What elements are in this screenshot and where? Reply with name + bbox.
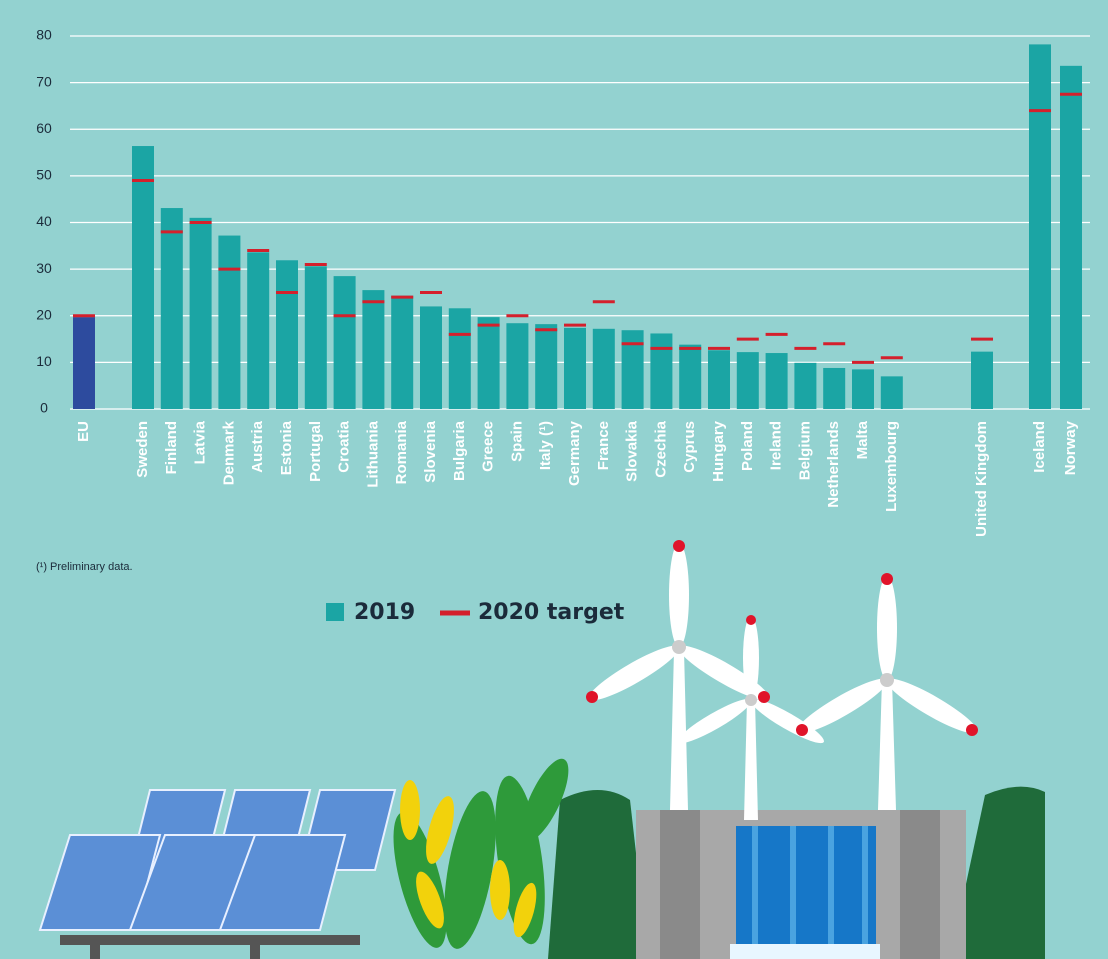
bar [420, 306, 442, 409]
bar [218, 235, 241, 409]
bar [247, 252, 270, 409]
x-tick-label: Finland [163, 421, 180, 474]
x-tick-label: Poland [739, 421, 756, 471]
bar [132, 146, 154, 409]
bar [160, 208, 183, 409]
y-tick-label: 30 [36, 260, 52, 276]
y-tick-label: 80 [36, 27, 52, 43]
y-tick-label: 50 [36, 167, 52, 183]
x-tick-label: Slovenia [422, 420, 439, 482]
x-tick-label: France [595, 421, 612, 470]
bar [852, 369, 874, 409]
bar [535, 324, 558, 409]
footnote: (¹) Preliminary data. [36, 561, 133, 573]
x-tick-label: Lithuania [364, 420, 381, 487]
x-tick-label: Romania [393, 420, 410, 484]
bar [736, 352, 759, 409]
bar [794, 362, 817, 409]
bar [276, 260, 298, 409]
x-tick-label: Denmark [220, 420, 237, 485]
x-tick-label: Iceland [1031, 421, 1048, 473]
bar [1060, 65, 1082, 409]
x-tick-label: Ireland [768, 421, 785, 470]
bar [880, 376, 903, 409]
x-tick-label: Luxembourg [883, 421, 900, 512]
x-tick-label: Latvia [192, 420, 209, 464]
y-tick-label: 70 [36, 73, 52, 89]
bar [391, 295, 414, 409]
x-tick-label: Estonia [278, 420, 295, 475]
x-tick-label: Bulgaria [451, 420, 468, 481]
legend-swatch [326, 603, 344, 621]
x-tick-label: Netherlands [825, 421, 842, 508]
bar [333, 276, 356, 409]
y-tick-label: 10 [36, 353, 52, 369]
bar [304, 266, 327, 409]
y-tick-label: 0 [40, 400, 48, 416]
x-tick-label: United Kingdom [973, 421, 990, 537]
y-tick-label: 40 [36, 213, 52, 229]
x-tick-label: Czechia [652, 420, 669, 477]
bar [679, 344, 702, 409]
x-tick-label: Slovakia [624, 420, 641, 482]
x-tick-label: Belgium [796, 421, 813, 480]
x-tick-label: EU [75, 421, 92, 442]
x-tick-label: Malta [854, 420, 871, 459]
x-tick-label: Portugal [307, 421, 324, 482]
bar [708, 350, 730, 409]
bar [823, 367, 846, 409]
y-tick-label: 20 [36, 306, 52, 322]
x-tick-label: Norway [1062, 420, 1079, 475]
x-tick-label: Sweden [134, 421, 151, 478]
bar [477, 317, 500, 409]
bar [621, 330, 644, 409]
legend-label: 2019 [354, 600, 415, 625]
x-tick-label: Greece [480, 421, 497, 472]
x-tick-label: Croatia [336, 420, 353, 472]
bar [73, 317, 95, 409]
y-tick-label: 60 [36, 120, 52, 136]
x-tick-label: Austria [249, 420, 266, 472]
bar [1029, 44, 1051, 410]
bar [189, 217, 212, 409]
bar [362, 290, 385, 409]
bar [448, 308, 471, 409]
plot: 0 10 20 30 40 50 60 70 80 EU Sweden Finland Latvia De… [36, 27, 1090, 625]
x-tick-label: Spain [508, 421, 525, 462]
x-tick-label: Germany [566, 420, 583, 486]
x-tick-label: Cyprus [681, 421, 698, 473]
x-tick-label: Hungary [710, 420, 727, 482]
bar [971, 351, 993, 409]
legend-label: 2020 target [478, 600, 625, 625]
bar [650, 333, 673, 409]
bar [765, 353, 788, 409]
bar [564, 327, 586, 409]
x-tick-label: Italy (¹) [537, 421, 554, 470]
bar [592, 328, 615, 409]
illustration [38, 540, 1045, 959]
bar [506, 323, 529, 409]
